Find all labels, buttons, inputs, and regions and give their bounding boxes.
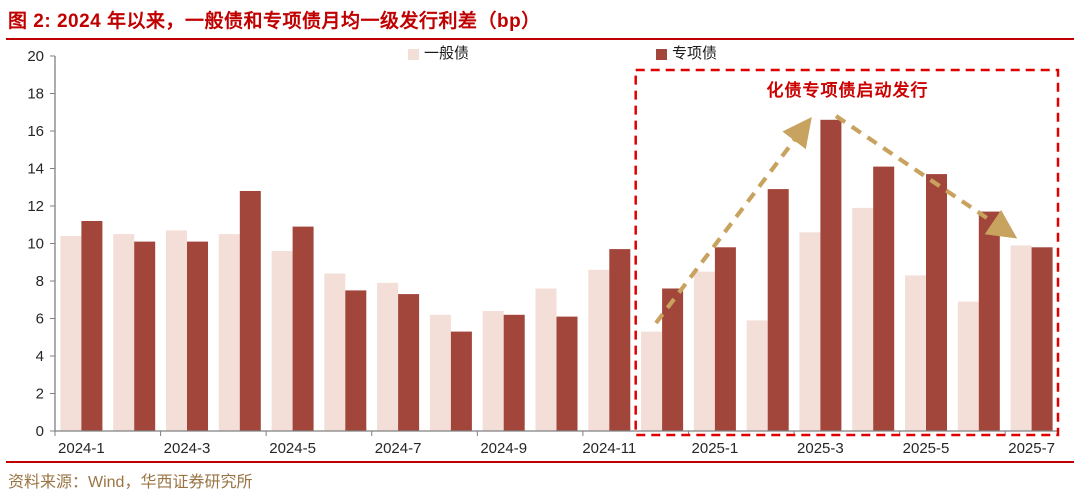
legend-swatch-special-icon xyxy=(656,48,667,60)
bar-general-2025-4 xyxy=(852,207,874,431)
bar-special-2024-6 xyxy=(345,290,367,431)
bar-special-2025-1 xyxy=(714,247,736,432)
bar-special-2024-1 xyxy=(81,221,103,431)
x-axis-label: 2025-3 xyxy=(797,440,844,457)
highlight-box xyxy=(634,68,1060,437)
title-divider xyxy=(6,38,1074,40)
bar-general-2024-4 xyxy=(218,234,240,431)
data-source: 资料来源：Wind，华西证券研究所 xyxy=(8,474,253,491)
bar-special-2025-6 xyxy=(978,211,1000,431)
bar-special-2025-2 xyxy=(767,189,789,431)
bar-special-2024-12 xyxy=(662,288,684,431)
bar-special-2024-2 xyxy=(134,241,156,431)
bar-special-2024-5 xyxy=(292,226,314,431)
bar-general-2024-2 xyxy=(113,234,135,431)
bar-special-2024-7 xyxy=(398,294,420,431)
y-axis-label: 20 xyxy=(27,48,44,65)
y-axis-label: 18 xyxy=(27,86,44,103)
bar-special-2024-8 xyxy=(450,331,472,431)
y-axis-label: 2 xyxy=(36,386,44,403)
x-axis-label: 2024-7 xyxy=(375,440,422,457)
bar-general-2024-5 xyxy=(271,251,293,431)
x-axis-label: 2025-7 xyxy=(1008,440,1055,457)
bar-special-2024-10 xyxy=(556,316,578,431)
bar-general-2025-3 xyxy=(799,232,821,432)
legend-swatch-general-icon xyxy=(408,48,419,60)
legend-label-general: 一般债 xyxy=(424,45,470,62)
y-axis-label: 10 xyxy=(27,236,44,253)
bar-general-2024-8 xyxy=(429,314,451,432)
y-axis-label: 0 xyxy=(36,423,44,440)
y-axis-label: 16 xyxy=(27,123,44,140)
y-axis-label: 14 xyxy=(27,161,44,178)
bar-special-2024-3 xyxy=(187,241,208,431)
x-axis-label: 2025-5 xyxy=(903,440,950,457)
bar-general-2024-9 xyxy=(482,311,504,431)
bar-general-2024-1 xyxy=(60,236,82,431)
bar-special-2025-3 xyxy=(820,119,842,432)
bar-general-2025-6 xyxy=(957,301,979,431)
bar-special-2025-5 xyxy=(926,174,947,431)
bar-general-2025-5 xyxy=(905,275,926,431)
bar-general-2024-6 xyxy=(324,273,346,431)
x-axis-label: 2024-9 xyxy=(480,440,527,457)
bar-general-2024-12 xyxy=(641,331,663,431)
bar-general-2025-1 xyxy=(693,271,715,431)
x-axis-label: 2024-3 xyxy=(164,440,211,457)
legend-item-general: 一般债 xyxy=(408,46,469,62)
bar-general-2024-3 xyxy=(166,230,187,431)
trend-arrow-up xyxy=(654,116,812,325)
x-axis-label: 2024-11 xyxy=(582,440,636,457)
y-axis-label: 6 xyxy=(36,311,44,328)
x-axis-label: 2025-1 xyxy=(692,440,739,457)
highlight-annotation: 化债专项债启动发行 xyxy=(766,81,929,100)
bar-general-2025-7 xyxy=(1010,245,1032,431)
bar-special-2025-4 xyxy=(873,166,895,431)
bar-special-2024-4 xyxy=(239,191,261,431)
y-axis-label: 4 xyxy=(36,348,44,365)
trend-arrow-down xyxy=(834,114,1018,239)
legend-item-special: 专项债 xyxy=(656,46,717,62)
bar-special-2025-7 xyxy=(1031,247,1053,432)
legend-label-special: 专项债 xyxy=(672,45,718,62)
figure-title: 图 2: 2024 年以来，一般债和专项债月均一级发行利差（bp） xyxy=(8,11,541,32)
bar-general-2024-11 xyxy=(588,269,610,432)
bar-special-2024-9 xyxy=(503,314,525,432)
footer-divider xyxy=(6,461,1074,463)
y-axis-label: 8 xyxy=(36,273,44,290)
bar-general-2025-2 xyxy=(746,320,768,431)
bar-general-2024-10 xyxy=(535,288,557,431)
x-axis-label: 2024-5 xyxy=(269,440,316,457)
bar-special-2024-11 xyxy=(609,249,631,431)
y-axis-label: 12 xyxy=(27,198,44,215)
x-axis-label: 2024-1 xyxy=(58,440,105,457)
bar-general-2024-7 xyxy=(377,282,399,431)
